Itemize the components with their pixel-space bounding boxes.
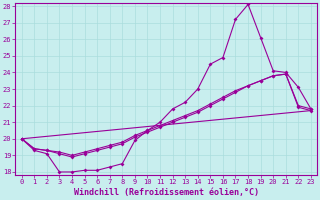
X-axis label: Windchill (Refroidissement éolien,°C): Windchill (Refroidissement éolien,°C) — [74, 188, 259, 197]
